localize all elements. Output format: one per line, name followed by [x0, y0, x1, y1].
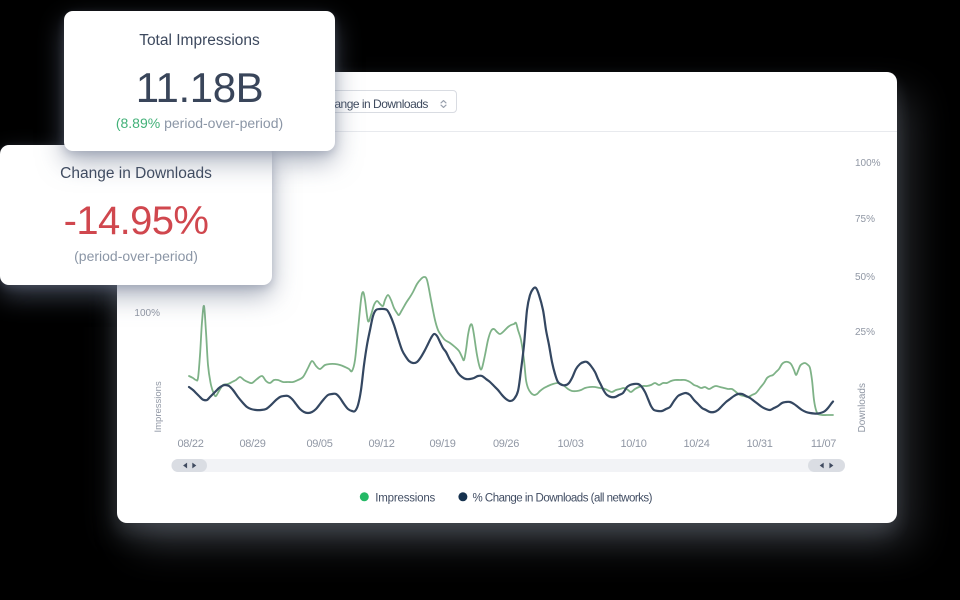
- svg-text:09/05: 09/05: [306, 438, 332, 450]
- svg-text:11/07: 11/07: [811, 438, 836, 450]
- svg-text:100%: 100%: [134, 308, 160, 319]
- svg-text:09/19: 09/19: [429, 438, 455, 450]
- svg-text:75%: 75%: [855, 214, 875, 225]
- svg-text:50%: 50%: [855, 272, 875, 283]
- svg-text:Downloads: Downloads: [857, 383, 868, 432]
- svg-text:25%: 25%: [855, 327, 875, 338]
- svg-text:Impressions: Impressions: [375, 493, 435, 505]
- svg-text:10/24: 10/24: [683, 438, 709, 450]
- svg-text:09/12: 09/12: [368, 438, 394, 450]
- svg-text:10/31: 10/31: [746, 438, 772, 450]
- svg-text:10/03: 10/03: [557, 438, 583, 450]
- svg-text:% Change in Downloads (all net: % Change in Downloads (all networks): [473, 493, 653, 505]
- svg-text:10/10: 10/10: [620, 438, 646, 450]
- svg-text:08/29: 08/29: [239, 438, 265, 450]
- svg-text:Impressions: Impressions: [153, 381, 164, 432]
- svg-text:08/22: 08/22: [177, 438, 203, 450]
- svg-text:100%: 100%: [855, 158, 881, 169]
- svg-text:09/26: 09/26: [493, 438, 519, 450]
